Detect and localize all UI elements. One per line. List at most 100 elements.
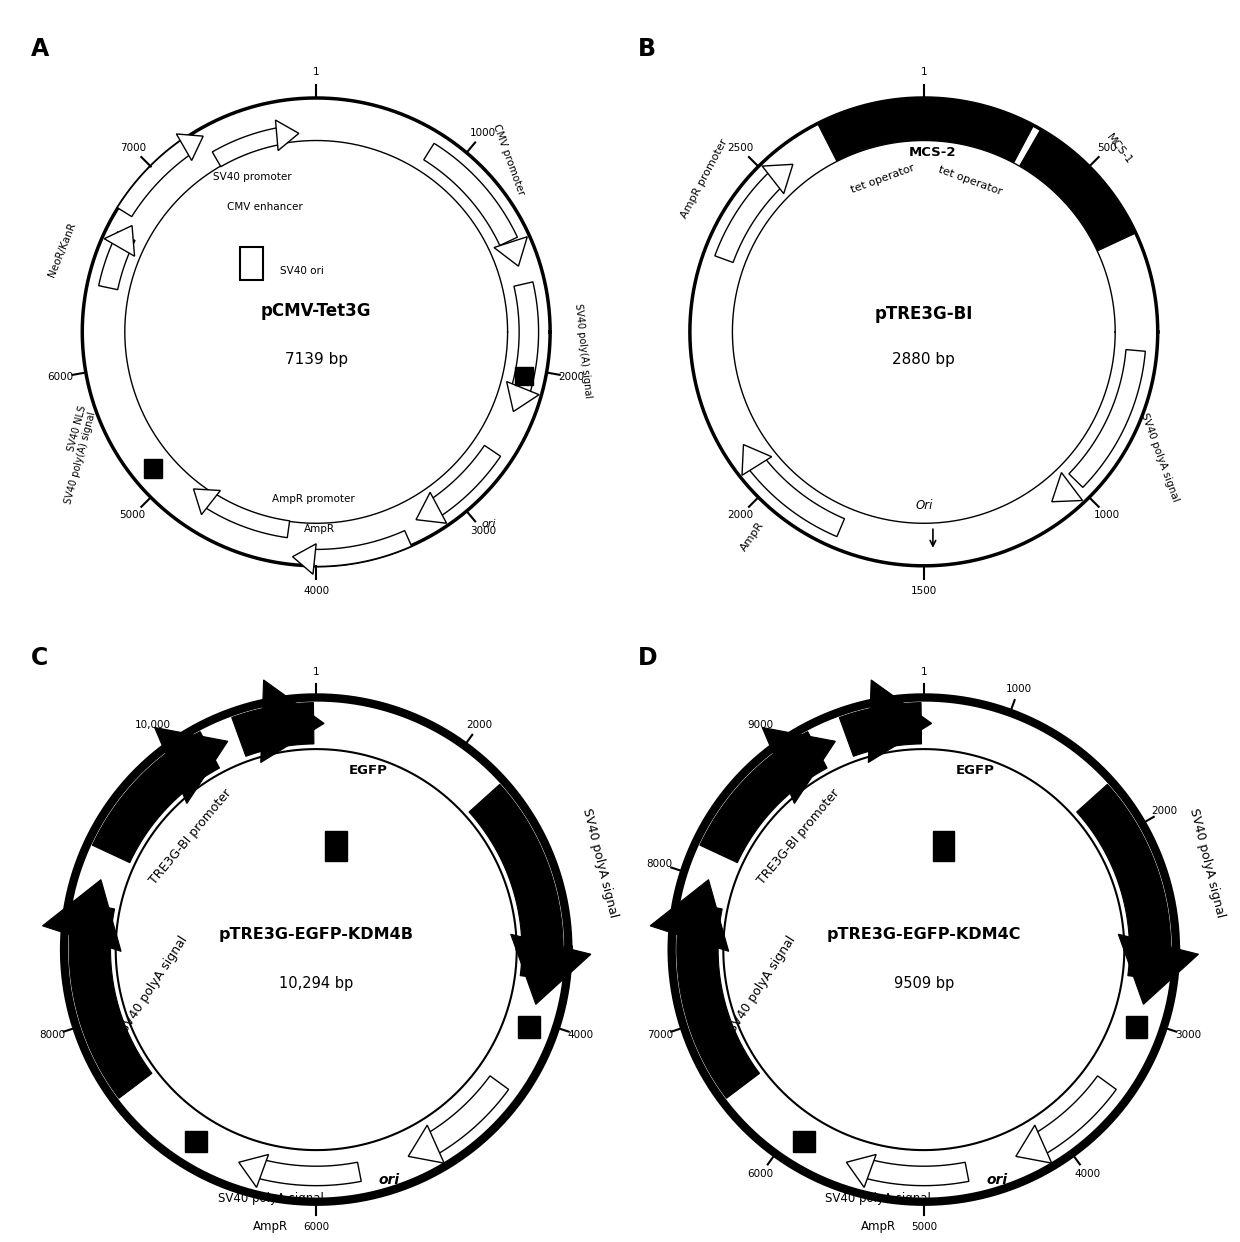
Polygon shape bbox=[155, 728, 228, 804]
Text: 1: 1 bbox=[920, 667, 928, 677]
Polygon shape bbox=[699, 732, 827, 863]
Polygon shape bbox=[763, 164, 792, 194]
Polygon shape bbox=[42, 879, 122, 951]
Text: tet operator: tet operator bbox=[849, 163, 916, 195]
Text: pTRE3G-EGFP-KDM4C: pTRE3G-EGFP-KDM4C bbox=[827, 927, 1021, 941]
Text: 10,000: 10,000 bbox=[135, 720, 171, 730]
Text: 500: 500 bbox=[1097, 143, 1117, 154]
Polygon shape bbox=[511, 934, 591, 1005]
Text: ori: ori bbox=[986, 1174, 1007, 1187]
Polygon shape bbox=[118, 140, 191, 216]
Text: TRE3G-BI promoter: TRE3G-BI promoter bbox=[755, 786, 842, 887]
Text: AmpR: AmpR bbox=[253, 1220, 288, 1232]
Polygon shape bbox=[763, 728, 836, 804]
Polygon shape bbox=[408, 1125, 444, 1163]
Bar bbox=[1126, 1016, 1147, 1038]
Polygon shape bbox=[1029, 1076, 1116, 1156]
Polygon shape bbox=[239, 1155, 269, 1187]
Text: 1: 1 bbox=[920, 67, 928, 77]
Text: 6000: 6000 bbox=[303, 1222, 330, 1232]
Polygon shape bbox=[232, 703, 314, 756]
Text: 2880 bp: 2880 bp bbox=[893, 351, 955, 366]
Polygon shape bbox=[650, 879, 729, 951]
Text: NeoR/KanR: NeoR/KanR bbox=[46, 221, 77, 278]
Polygon shape bbox=[677, 900, 760, 1098]
Bar bbox=[792, 1130, 815, 1153]
Text: 10,294 bp: 10,294 bp bbox=[279, 975, 353, 991]
Text: 2000: 2000 bbox=[466, 720, 492, 730]
Polygon shape bbox=[507, 381, 539, 411]
Text: EGFP: EGFP bbox=[348, 764, 387, 776]
Polygon shape bbox=[417, 492, 446, 523]
Bar bbox=[241, 247, 263, 281]
Text: SV40 NLS: SV40 NLS bbox=[66, 405, 88, 452]
Polygon shape bbox=[512, 282, 538, 392]
Polygon shape bbox=[176, 134, 203, 160]
Polygon shape bbox=[1118, 934, 1199, 1005]
Text: SV40 polyA signal: SV40 polyA signal bbox=[1140, 411, 1180, 503]
Text: CMV promoter: CMV promoter bbox=[491, 122, 526, 196]
Polygon shape bbox=[293, 544, 316, 574]
Text: 5000: 5000 bbox=[910, 1222, 937, 1232]
Polygon shape bbox=[1076, 785, 1171, 981]
Text: SV40 ori: SV40 ori bbox=[280, 266, 324, 276]
Text: 9000: 9000 bbox=[748, 720, 774, 730]
Polygon shape bbox=[69, 900, 153, 1098]
Text: 3000: 3000 bbox=[1174, 1031, 1202, 1041]
Text: 1000: 1000 bbox=[1006, 683, 1032, 694]
Polygon shape bbox=[212, 127, 285, 166]
Bar bbox=[185, 1130, 207, 1153]
Text: AmpR promoter: AmpR promoter bbox=[680, 137, 730, 220]
Polygon shape bbox=[1052, 472, 1083, 502]
Polygon shape bbox=[314, 530, 412, 566]
Text: SV40 polyA signal: SV40 polyA signal bbox=[1187, 807, 1226, 919]
Text: SV40 poly(A) signal: SV40 poly(A) signal bbox=[63, 410, 97, 504]
Text: SV40 polyA signal: SV40 polyA signal bbox=[218, 1192, 324, 1205]
Text: SV40 polyA signal: SV40 polyA signal bbox=[579, 807, 619, 919]
Text: 6000: 6000 bbox=[47, 371, 73, 383]
Text: MCS-2: MCS-2 bbox=[909, 147, 957, 159]
Text: tet operator: tet operator bbox=[936, 165, 1003, 197]
Text: B: B bbox=[639, 37, 656, 61]
Polygon shape bbox=[1019, 130, 1136, 251]
Text: pTRE3G-EGFP-KDM4B: pTRE3G-EGFP-KDM4B bbox=[218, 927, 414, 941]
Bar bbox=[932, 831, 955, 862]
Text: ori: ori bbox=[481, 519, 496, 529]
Text: 3000: 3000 bbox=[470, 525, 496, 535]
Text: AmpR promoter: AmpR promoter bbox=[272, 494, 355, 504]
Text: 6000: 6000 bbox=[748, 1169, 774, 1179]
Polygon shape bbox=[424, 143, 517, 246]
Polygon shape bbox=[749, 457, 844, 537]
Text: 1000: 1000 bbox=[1094, 510, 1120, 520]
Text: 5000: 5000 bbox=[120, 510, 146, 520]
Text: TRE3G-BI promoter: TRE3G-BI promoter bbox=[148, 786, 234, 887]
Text: C: C bbox=[31, 646, 48, 669]
Text: AmpR: AmpR bbox=[861, 1220, 895, 1232]
Text: Ori: Ori bbox=[915, 498, 932, 512]
Polygon shape bbox=[847, 1155, 877, 1187]
Bar bbox=[144, 460, 162, 478]
Text: pTRE3G-BI: pTRE3G-BI bbox=[874, 304, 973, 323]
Polygon shape bbox=[260, 679, 324, 763]
Polygon shape bbox=[99, 232, 135, 289]
Text: 1000: 1000 bbox=[470, 128, 496, 138]
Polygon shape bbox=[866, 1159, 968, 1186]
Text: CMV enhancer: CMV enhancer bbox=[227, 202, 303, 212]
Text: 1: 1 bbox=[312, 67, 320, 77]
Polygon shape bbox=[469, 785, 563, 981]
Text: 4000: 4000 bbox=[303, 586, 330, 596]
Bar bbox=[518, 1016, 539, 1038]
Polygon shape bbox=[714, 171, 784, 262]
Text: AmpR: AmpR bbox=[304, 524, 335, 534]
Polygon shape bbox=[104, 226, 135, 256]
Polygon shape bbox=[868, 679, 931, 763]
Text: MCS-1: MCS-1 bbox=[1105, 133, 1135, 166]
Text: 2000: 2000 bbox=[559, 371, 585, 383]
Text: D: D bbox=[639, 646, 658, 669]
Polygon shape bbox=[427, 446, 501, 518]
Text: SV40 polyA signal: SV40 polyA signal bbox=[118, 933, 190, 1035]
Text: SV40 promoter: SV40 promoter bbox=[213, 171, 291, 183]
Polygon shape bbox=[839, 703, 921, 756]
Polygon shape bbox=[1069, 349, 1146, 487]
Text: 8000: 8000 bbox=[38, 1031, 66, 1041]
